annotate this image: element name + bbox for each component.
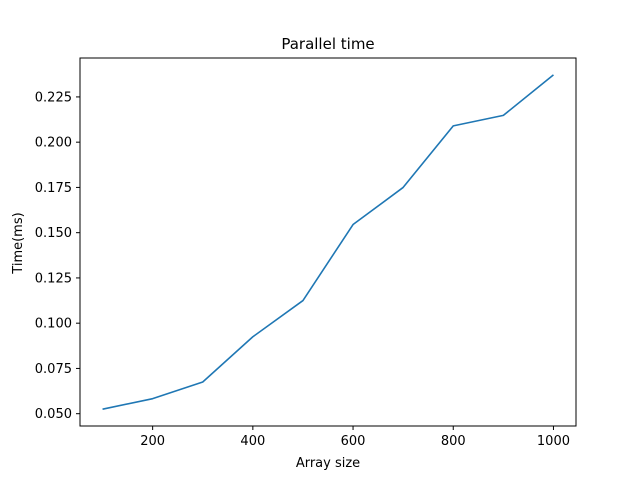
series-layer — [102, 74, 554, 410]
x-tick-label: 800 — [441, 434, 466, 449]
x-tick-label: 200 — [140, 434, 165, 449]
x-tick-label: 400 — [240, 434, 265, 449]
y-tick-label: 0.175 — [35, 181, 72, 196]
plot-area — [79, 57, 577, 427]
x-axis-label: Array size — [296, 456, 360, 471]
y-tick-label: 0.200 — [35, 136, 72, 151]
y-tick-label: 0.075 — [35, 362, 72, 377]
y-tick-label: 0.100 — [35, 317, 72, 332]
x-axis-ticks: 200 400 600 800 1000 — [140, 426, 570, 449]
y-tick-label: 0.225 — [35, 90, 72, 105]
chart-title: Parallel time — [281, 35, 374, 53]
x-tick-label: 600 — [341, 434, 366, 449]
x-tick-label: 1000 — [537, 434, 570, 449]
plot-frame — [79, 57, 577, 427]
y-axis-label: Time(ms) — [11, 212, 26, 274]
y-axis-ticks: 0.050 0.075 0.100 0.125 0.150 0.175 0.200 0.225 — [35, 90, 80, 422]
series-line-0 — [102, 74, 554, 410]
y-tick-label: 0.050 — [35, 407, 72, 422]
y-tick-label: 0.150 — [35, 226, 72, 241]
y-tick-label: 0.125 — [35, 271, 72, 286]
